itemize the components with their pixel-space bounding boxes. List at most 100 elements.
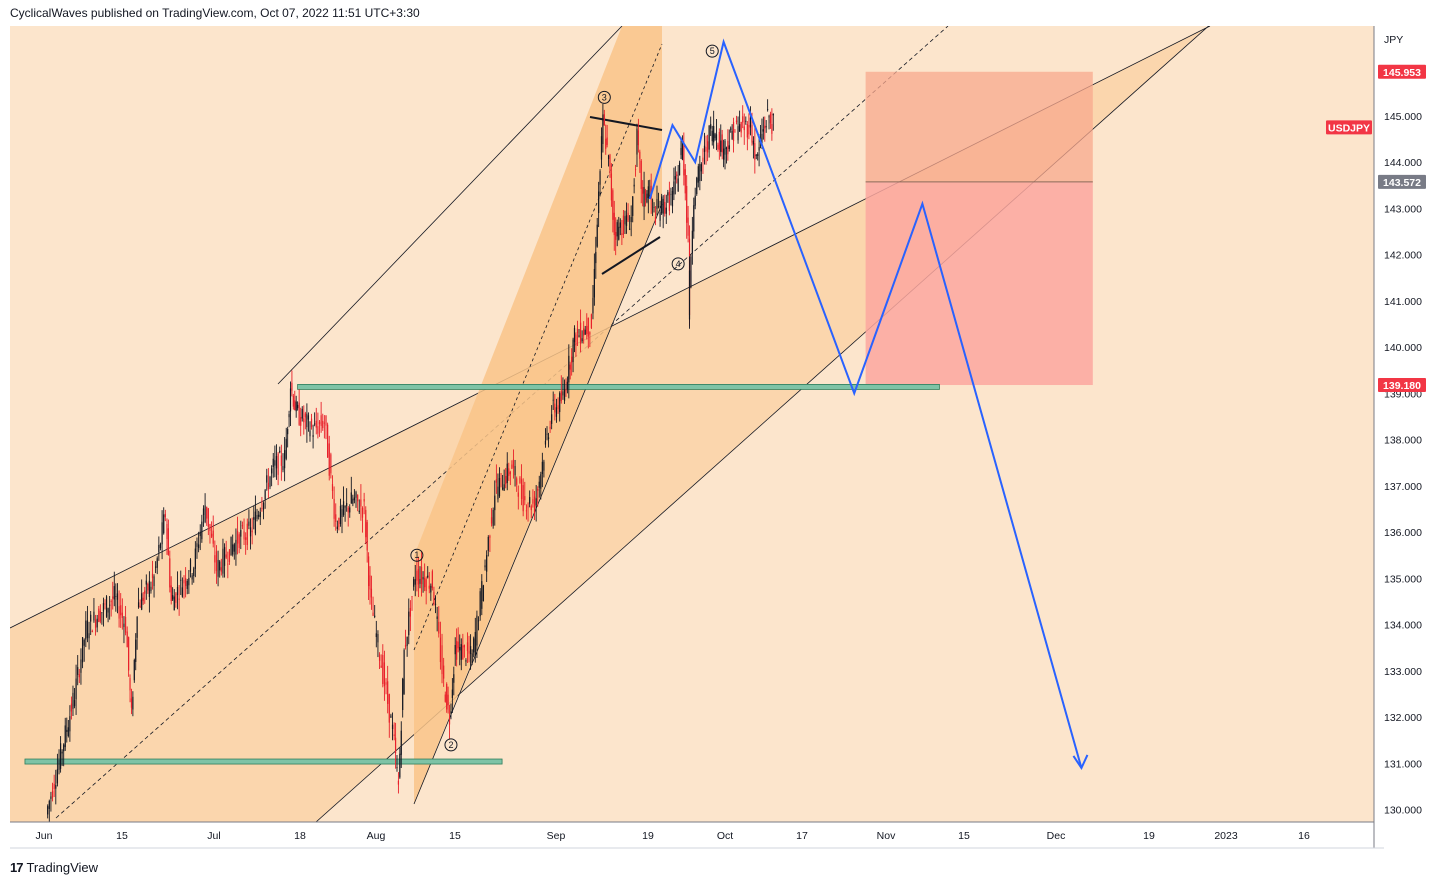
candle-body <box>474 631 476 656</box>
candle-body <box>576 328 579 334</box>
candle-body <box>78 674 80 678</box>
candle-body <box>101 612 103 614</box>
candle-body <box>673 181 675 195</box>
symbol-tag[interactable]: USDJPY <box>1326 120 1372 135</box>
candle-body <box>61 751 63 754</box>
candle-body <box>677 178 679 192</box>
candle-body <box>301 408 303 419</box>
support-zone-1[interactable] <box>24 758 503 765</box>
candle-body <box>430 585 432 593</box>
x-tick-label: Dec <box>1047 830 1066 842</box>
candle-body <box>275 456 278 469</box>
x-tick-label: 18 <box>294 830 306 842</box>
price-tag-3[interactable]: 143.572 <box>1378 174 1426 189</box>
wave-projection-path[interactable] <box>648 38 1083 769</box>
candle-body <box>215 551 218 572</box>
take-profit-box[interactable] <box>865 181 1093 386</box>
candle-body <box>743 126 745 131</box>
footer-brand[interactable]: 17 TradingView <box>10 858 98 876</box>
candle-body <box>129 678 131 691</box>
candle-body <box>758 147 760 151</box>
candle-body <box>586 325 588 334</box>
candle-body <box>53 783 55 790</box>
candle-body <box>500 473 502 475</box>
candle-body <box>344 506 346 508</box>
y-tick-label: 130.000 <box>1384 805 1422 817</box>
candle-body <box>191 575 193 580</box>
candle-body <box>91 630 93 632</box>
candle-body <box>700 164 702 172</box>
candle-body <box>723 148 725 160</box>
candle-body <box>592 297 594 314</box>
candle-body <box>662 198 664 214</box>
candle-body <box>683 142 685 176</box>
candle-body <box>70 703 73 712</box>
candle-body <box>624 216 626 225</box>
candle-body <box>742 116 744 123</box>
candle-body <box>562 391 564 396</box>
candle-body <box>589 332 591 335</box>
candle-body <box>369 575 371 590</box>
candle-body <box>725 147 728 150</box>
candle-body <box>396 766 398 769</box>
candle-body <box>602 114 604 144</box>
candle-body <box>400 730 402 755</box>
candle-body <box>409 607 411 617</box>
candle-body <box>411 596 413 598</box>
tradingview-logo: 17 <box>10 859 24 875</box>
candle-body <box>104 603 106 605</box>
x-tick-label: Nov <box>877 830 896 842</box>
candle-body <box>740 122 742 133</box>
candle-body <box>163 514 165 534</box>
candle-body <box>350 492 352 504</box>
candle-body <box>47 806 49 815</box>
candle-body <box>670 193 672 195</box>
candle-body <box>434 603 437 605</box>
candle-body <box>413 579 415 587</box>
candle-body <box>245 537 247 540</box>
candle-body <box>267 482 269 490</box>
candle-body <box>441 645 443 675</box>
candle-body <box>522 485 524 512</box>
support-zone-2[interactable] <box>297 384 940 390</box>
price-tag-1[interactable]: 145.953 <box>1378 64 1426 79</box>
candle-body <box>439 637 442 663</box>
candle-body <box>600 136 603 160</box>
candle-body <box>634 169 637 171</box>
inner-channel-fill <box>414 26 662 804</box>
candle-body <box>264 490 266 500</box>
candle-body <box>318 421 321 425</box>
currency-label: JPY <box>1384 34 1403 46</box>
candle-body <box>295 401 297 412</box>
wave-label-2: 2 <box>444 738 458 752</box>
candle-body <box>220 567 222 572</box>
y-tick-label: 144.000 <box>1384 157 1422 169</box>
candle-body <box>300 417 302 426</box>
candle-body <box>206 506 208 519</box>
candle-body <box>444 694 446 702</box>
candle-body <box>374 615 376 617</box>
candle-body <box>710 124 712 129</box>
candle-body <box>557 405 559 410</box>
wave-label-circle <box>597 90 611 104</box>
candle-body <box>752 140 755 145</box>
price-tag-bg <box>1378 378 1426 393</box>
candle-body <box>107 608 109 613</box>
candle-body <box>551 414 553 424</box>
price-tag-bg <box>1326 120 1372 135</box>
candle-body <box>506 463 508 483</box>
candle-body <box>690 256 692 288</box>
y-tick-label: 137.000 <box>1384 481 1422 493</box>
candle-body <box>148 580 151 597</box>
candle-body <box>183 579 185 584</box>
price-tag-4[interactable]: 139.180 <box>1378 378 1426 393</box>
candle-body <box>497 486 499 500</box>
candle-body <box>487 536 489 551</box>
candle-body <box>303 418 305 423</box>
stop-loss-box[interactable] <box>865 71 1093 182</box>
candle-body <box>619 222 621 228</box>
candle-body <box>547 437 550 439</box>
candle-body <box>511 464 513 469</box>
plot-area[interactable]: 1 2 3 4 5 <box>10 0 1374 823</box>
